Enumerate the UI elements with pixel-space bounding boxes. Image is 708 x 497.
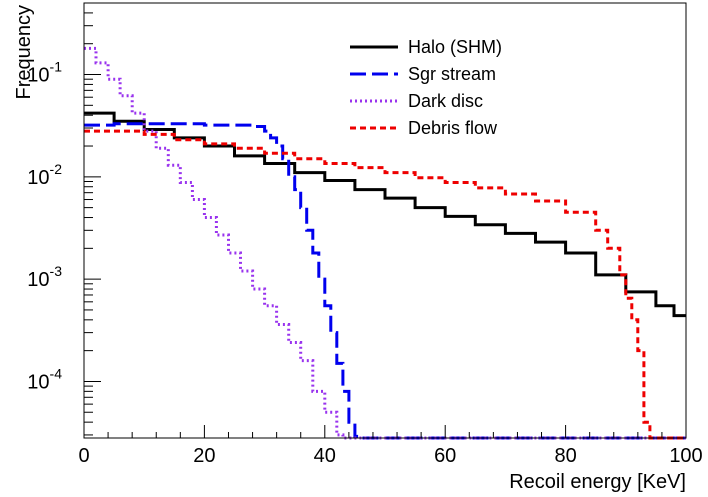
series-layer: [84, 46, 686, 440]
y-axis-title: Frequency: [13, 5, 35, 100]
legend-label-3: Dark disc: [408, 91, 483, 111]
x-tick-label-1: 20: [193, 445, 215, 467]
legend-label-4: Debris flow: [408, 118, 498, 138]
series-line-1: [84, 111, 686, 318]
series-line-3: [84, 46, 686, 440]
x-axis-title: Recoil energy [KeV]: [509, 471, 686, 493]
series-line-4: [84, 129, 686, 440]
y-tick-label-2: 10-3: [27, 263, 62, 291]
x-tick-label-0: 0: [78, 445, 89, 467]
x-tick-label-5: 100: [669, 445, 702, 467]
series-line-2: [84, 122, 686, 440]
x-tick-label-2: 40: [314, 445, 336, 467]
y-tick-label-3: 10-4: [27, 365, 62, 393]
legend: Halo (SHM) Sgr stream Dark disc Debris flow: [350, 37, 502, 138]
plot-frame: [83, 2, 687, 439]
y-tick-label-1: 10-2: [27, 161, 62, 189]
y-tick-label-0: 10-1: [27, 59, 62, 87]
axis-layer: 0 20 40 60 80 100 10-1 10-2 10-3 10-4: [27, 2, 703, 467]
x-tick-label-4: 80: [554, 445, 576, 467]
legend-label-2: Sgr stream: [408, 64, 496, 84]
x-tick-label-3: 60: [434, 445, 456, 467]
legend-label-1: Halo (SHM): [408, 37, 502, 57]
